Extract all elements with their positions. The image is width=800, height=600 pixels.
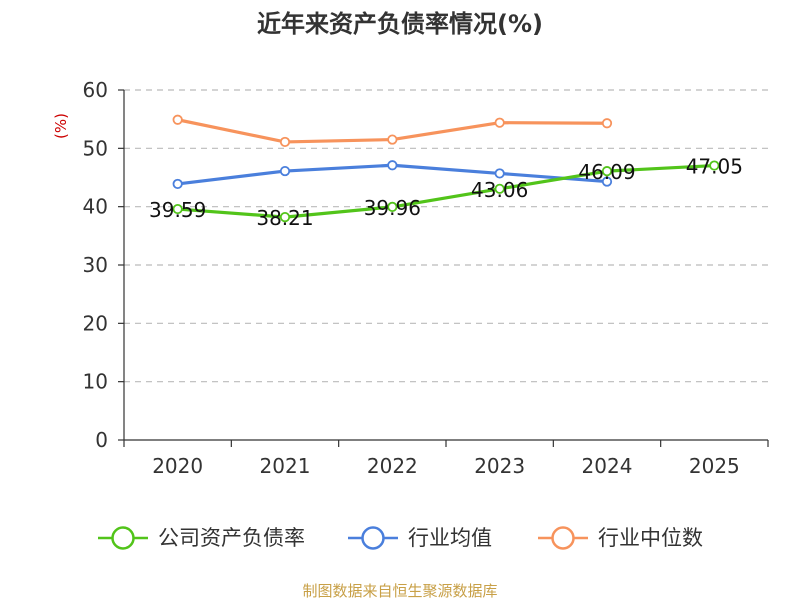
data-point [172, 114, 183, 125]
legend-marker [361, 526, 385, 550]
legend-label: 行业中位数 [598, 526, 703, 550]
x-tick-label: 2024 [582, 454, 633, 478]
legend: 公司资产负债率 行业均值 行业中位数 [98, 526, 703, 550]
x-tick-label: 2023 [474, 454, 525, 478]
legend-label: 公司资产负债率 [158, 526, 305, 550]
data-point [387, 134, 398, 145]
data-point [387, 201, 398, 212]
data-point [279, 212, 291, 223]
y-axis-label: (%) [52, 113, 70, 139]
y-tick-label: 60 [83, 78, 108, 102]
data-label: 39.59 [149, 198, 206, 222]
x-tick-label: 2021 [260, 454, 311, 478]
source-note: 制图数据来自恒生聚源数据库 [302, 582, 497, 600]
data-point [494, 168, 505, 179]
x-tick-label: 2025 [689, 454, 740, 478]
series-line [177, 163, 715, 219]
data-label: 38.21 [256, 206, 313, 230]
y-tick-label: 10 [83, 370, 108, 394]
legend-marker [111, 526, 135, 550]
series-group [172, 114, 720, 223]
data-point [601, 118, 613, 129]
gridlines [124, 89, 768, 383]
data-point [172, 203, 183, 215]
y-tick-label: 30 [83, 253, 108, 277]
data-label: 39.96 [364, 196, 421, 220]
y-tick-label: 50 [83, 136, 108, 160]
data-label: 47.05 [686, 155, 743, 179]
legend-label: 行业均值 [408, 526, 492, 550]
data-point [494, 183, 505, 194]
x-tick-label: 2020 [152, 454, 203, 478]
y-tick-label: 40 [83, 195, 108, 219]
data-point [601, 176, 613, 187]
y-tick-label: 0 [95, 428, 108, 452]
data-point [709, 160, 720, 171]
data-label: 43.06 [471, 178, 528, 202]
data-label: 46.09 [578, 160, 635, 184]
chart-title: 近年来资产负债率情况(%) [257, 10, 543, 38]
data-point [601, 166, 613, 177]
data-point [387, 160, 398, 171]
y-tick-label: 20 [83, 311, 108, 335]
x-tick-label: 2022 [367, 454, 418, 478]
data-point [494, 117, 505, 128]
axes: 0 10 20 30 40 50 60 2020 2021 2022 2023 2024 2025 [83, 78, 769, 478]
data-labels: 39.59 38.21 39.96 43.06 46.09 47.05 [149, 155, 743, 231]
legend-marker [551, 526, 575, 550]
data-point [172, 178, 183, 190]
data-point [279, 136, 291, 148]
data-point [279, 165, 291, 177]
